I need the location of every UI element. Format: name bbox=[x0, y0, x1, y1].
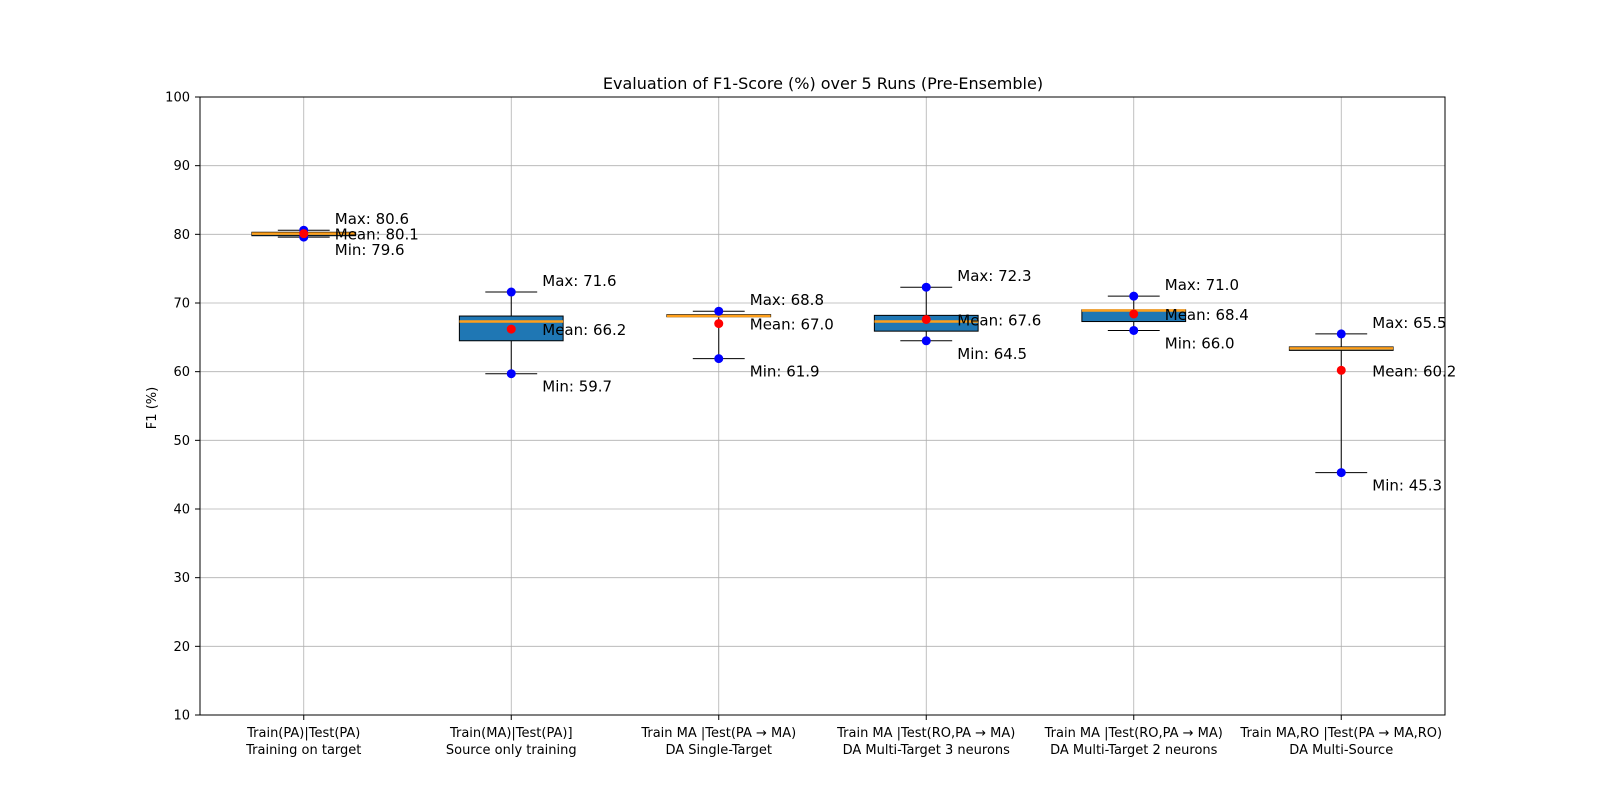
mean-marker bbox=[921, 314, 931, 324]
mean-marker bbox=[714, 319, 724, 329]
y-tick-label: 20 bbox=[173, 640, 190, 655]
x-tick-label: Train MA |Test(RO,PA → MA) bbox=[836, 726, 1015, 741]
min-label: Min: 59.7 bbox=[542, 378, 612, 396]
x-tick-label: Train MA,RO |Test(PA → MA,RO) bbox=[1239, 726, 1442, 741]
min-marker bbox=[1336, 468, 1346, 478]
y-tick-label: 30 bbox=[173, 571, 190, 586]
y-axis-label: F1 (%) bbox=[145, 387, 160, 429]
min-marker bbox=[921, 336, 931, 346]
y-tick-label: 50 bbox=[173, 434, 190, 449]
min-label: Min: 66.0 bbox=[1165, 334, 1235, 352]
max-marker bbox=[1336, 329, 1346, 339]
mean-marker bbox=[506, 324, 516, 334]
mean-label: Mean: 80.1 bbox=[335, 226, 419, 244]
y-tick-label: 70 bbox=[173, 297, 190, 312]
max-marker bbox=[1129, 291, 1139, 301]
x-tick-label: Train(PA)|Test(PA) bbox=[246, 726, 360, 741]
x-tick-sublabel: DA Multi-Target 2 neurons bbox=[1050, 743, 1218, 758]
max-label: Max: 71.0 bbox=[1165, 276, 1239, 294]
mean-label: Mean: 67.0 bbox=[750, 316, 834, 334]
max-marker bbox=[506, 287, 516, 297]
mean-marker bbox=[1336, 365, 1346, 375]
y-tick-label: 10 bbox=[173, 709, 190, 724]
chart-title: Evaluation of F1-Score (%) over 5 Runs (… bbox=[603, 74, 1043, 93]
min-label: Min: 64.5 bbox=[957, 345, 1027, 363]
axes-frame bbox=[199, 96, 1446, 716]
min-marker bbox=[714, 354, 724, 364]
x-tick-sublabel: DA Multi-Target 3 neurons bbox=[843, 743, 1011, 758]
min-label: Min: 79.6 bbox=[335, 241, 405, 259]
mean-marker bbox=[1129, 309, 1139, 319]
y-tick-label: 60 bbox=[173, 365, 190, 380]
max-marker bbox=[714, 306, 724, 316]
max-label: Max: 65.5 bbox=[1372, 314, 1446, 332]
x-tick-sublabel: Source only training bbox=[446, 743, 577, 758]
mean-marker bbox=[299, 229, 309, 239]
mean-label: Mean: 67.6 bbox=[957, 311, 1041, 329]
y-ticks: 10 20 30 40 50 60 70 80 90 100 bbox=[165, 91, 200, 724]
min-label: Min: 45.3 bbox=[1372, 477, 1442, 495]
max-label: Max: 80.6 bbox=[335, 210, 409, 228]
mean-label: Mean: 60.2 bbox=[1372, 362, 1456, 380]
max-label: Max: 68.8 bbox=[750, 291, 824, 309]
x-tick-label: Train(MA)|Test(PA)] bbox=[449, 726, 573, 741]
y-tick-label: 80 bbox=[173, 228, 190, 243]
min-label: Min: 61.9 bbox=[750, 363, 820, 381]
mean-label: Mean: 68.4 bbox=[1165, 306, 1249, 324]
boxes bbox=[251, 225, 1394, 478]
max-label: Max: 71.6 bbox=[542, 272, 616, 290]
min-marker bbox=[506, 369, 516, 379]
x-tick-label: Train MA |Test(RO,PA → MA) bbox=[1044, 726, 1223, 741]
y-tick-label: 40 bbox=[173, 503, 190, 518]
mean-label: Mean: 66.2 bbox=[542, 321, 626, 339]
x-tick-sublabel: DA Multi-Source bbox=[1289, 743, 1393, 758]
max-marker bbox=[921, 282, 931, 292]
grid-layer bbox=[200, 96, 1445, 716]
min-marker bbox=[1129, 325, 1139, 335]
max-label: Max: 72.3 bbox=[957, 267, 1031, 285]
x-ticks: Train(PA)|Test(PA) Training on target Trai… bbox=[245, 715, 1442, 758]
y-tick-label: 100 bbox=[165, 91, 190, 106]
x-tick-sublabel: DA Single-Target bbox=[666, 743, 773, 758]
x-tick-label: Train MA |Test(PA → MA) bbox=[640, 726, 796, 741]
x-tick-sublabel: Training on target bbox=[245, 743, 361, 758]
y-tick-label: 90 bbox=[173, 159, 190, 174]
